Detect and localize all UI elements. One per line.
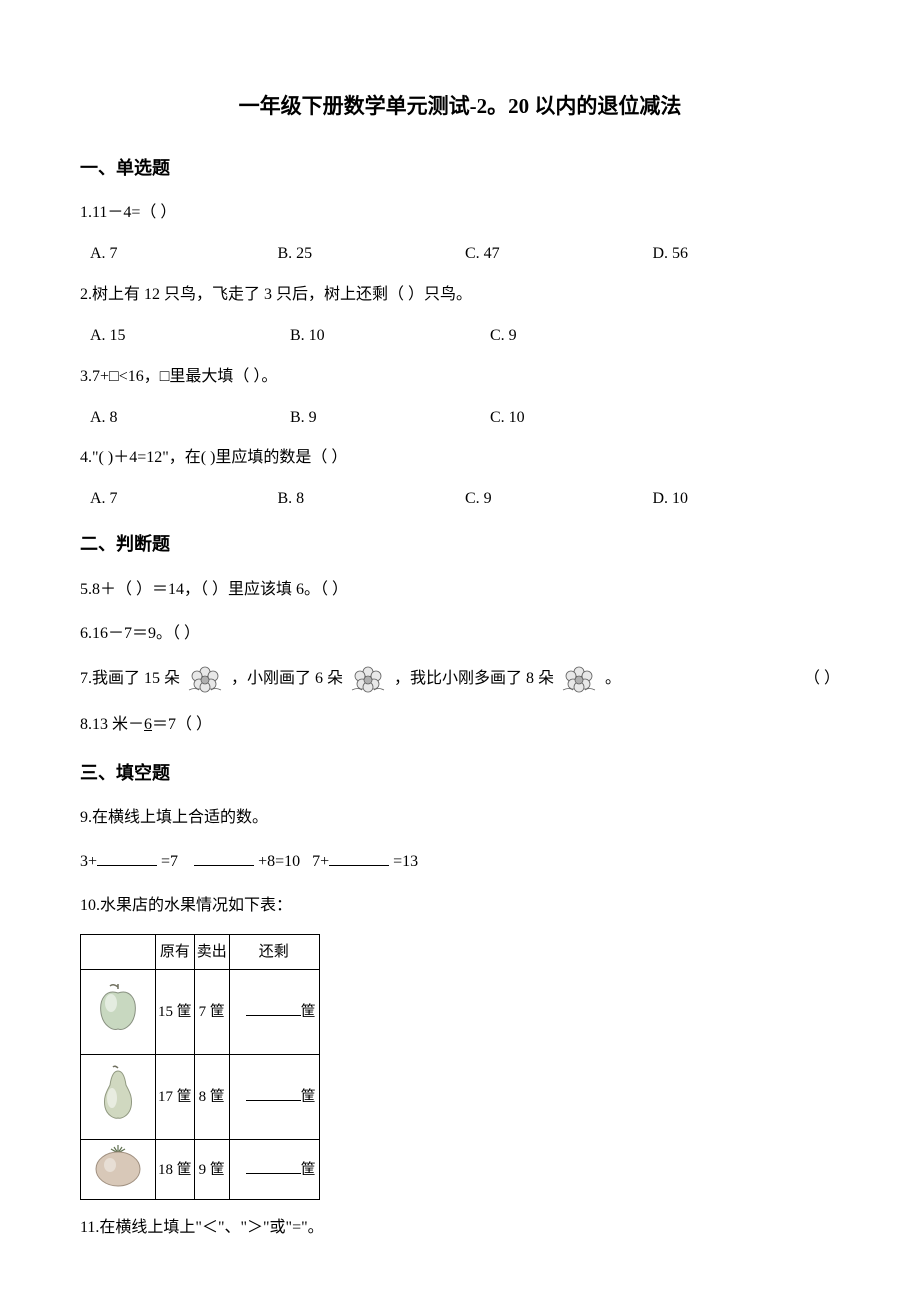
q8-underlined: 6 [144,716,152,733]
option-a: A. 8 [90,405,290,431]
option-c: C. 47 [465,241,653,267]
question-6: 6.16－7＝9。（ ） [80,618,840,650]
q7-text-part2: ，小刚画了 6 朵 [231,663,343,695]
section-heading-judge: 二、判断题 [80,530,840,559]
pear-icon [93,1063,143,1131]
q9-mid2: +8=10 7+ [254,853,329,870]
table-header-remain: 还剩 [229,935,319,970]
option-c: C. 9 [465,486,653,512]
question-5: 5.8＋（ ）＝14，（ ）里应该填 6。（ ） [80,574,840,606]
unit: 筐 [301,1004,316,1020]
blank-input[interactable] [246,1002,301,1016]
table-cell-remain: 筐 [229,1055,319,1140]
fruit-table: 原有 卖出 还剩 15 筐 7 筐 筐 [80,934,320,1200]
page-title: 一年级下册数学单元测试-2。20 以内的退位减法 [80,90,840,124]
table-cell-sold: 9 筐 [194,1140,229,1200]
option-a: A. 15 [90,323,290,349]
fruit-cell [81,1055,156,1140]
table-cell-orig: 15 筐 [156,970,195,1055]
table-row: 18 筐 9 筐 筐 [81,1140,320,1200]
apple-icon [91,981,146,1044]
question-4: 4."( )＋4=12"，在( )里应填的数是（ ） [80,442,840,474]
tomato-icon [91,1143,146,1196]
table-cell-orig: 17 筐 [156,1055,195,1140]
question-11: 11.在横线上填上"＜"、"＞"或"="。 [80,1212,840,1244]
blank-input[interactable] [194,848,254,866]
flower-icon [183,662,228,697]
unit: 筐 [301,1089,316,1105]
option-a: A. 7 [90,241,278,267]
table-header-sold: 卖出 [194,935,229,970]
q9-pre1: 3+ [80,853,97,870]
option-b: B. 25 [278,241,466,267]
q9-mid1: =7 [157,853,194,870]
option-a: A. 7 [90,486,278,512]
option-d: D. 10 [653,486,841,512]
blank-input[interactable] [329,848,389,866]
question-2: 2.树上有 12 只鸟，飞走了 3 只后，树上还剩（ ）只鸟。 [80,279,840,311]
question-9: 9.在横线上填上合适的数。 [80,802,840,834]
question-2-options: A. 15 B. 10 C. 9 [90,323,840,349]
question-7: 7.我画了 15 朵 ，小刚画了 6 朵 [80,662,840,697]
table-row: 15 筐 7 筐 筐 [81,970,320,1055]
fruit-cell [81,1140,156,1200]
table-cell-sold: 8 筐 [194,1055,229,1140]
option-b: B. 9 [290,405,490,431]
table-header-blank [81,935,156,970]
blank-input[interactable] [246,1160,301,1174]
flower-icon [557,662,602,697]
question-10: 10.水果店的水果情况如下表： [80,890,840,922]
section-heading-fill: 三、填空题 [80,759,840,788]
table-cell-sold: 7 筐 [194,970,229,1055]
table-cell-remain: 筐 [229,1140,319,1200]
question-3: 3.7+□<16，□里最大填（ ）。 [80,361,840,393]
option-b: B. 8 [278,486,466,512]
question-1-options: A. 7 B. 25 C. 47 D. 56 [90,241,840,267]
question-8: 8.13 米－6＝7（ ） [80,709,840,741]
q7-text-part3: ，我比小刚多画了 8 朵 [394,663,554,695]
table-cell-remain: 筐 [229,970,319,1055]
blank-input[interactable] [246,1087,301,1101]
unit: 筐 [301,1162,316,1178]
option-c: C. 10 [490,405,690,431]
question-4-options: A. 7 B. 8 C. 9 D. 10 [90,486,840,512]
question-1: 1.11－4=（ ） [80,197,840,229]
q9-end: =13 [389,853,418,870]
option-d: D. 56 [653,241,841,267]
q8-pre: 8.13 米－ [80,716,144,733]
question-9-line: 3+ =7 +8=10 7+ =13 [80,846,840,878]
blank-input[interactable] [97,848,157,866]
table-row: 17 筐 8 筐 筐 [81,1055,320,1140]
q7-text-part1: 7.我画了 15 朵 [80,663,180,695]
q8-post: ＝7（ ） [152,716,212,733]
fruit-cell [81,970,156,1055]
q7-paren: （ ） [804,663,840,695]
table-header-orig: 原有 [156,935,195,970]
question-3-options: A. 8 B. 9 C. 10 [90,405,840,431]
table-cell-orig: 18 筐 [156,1140,195,1200]
flower-icon [346,662,391,697]
option-c: C. 9 [490,323,690,349]
option-b: B. 10 [290,323,490,349]
q7-text-part4: 。 [605,663,621,695]
section-heading-single-choice: 一、单选题 [80,154,840,183]
